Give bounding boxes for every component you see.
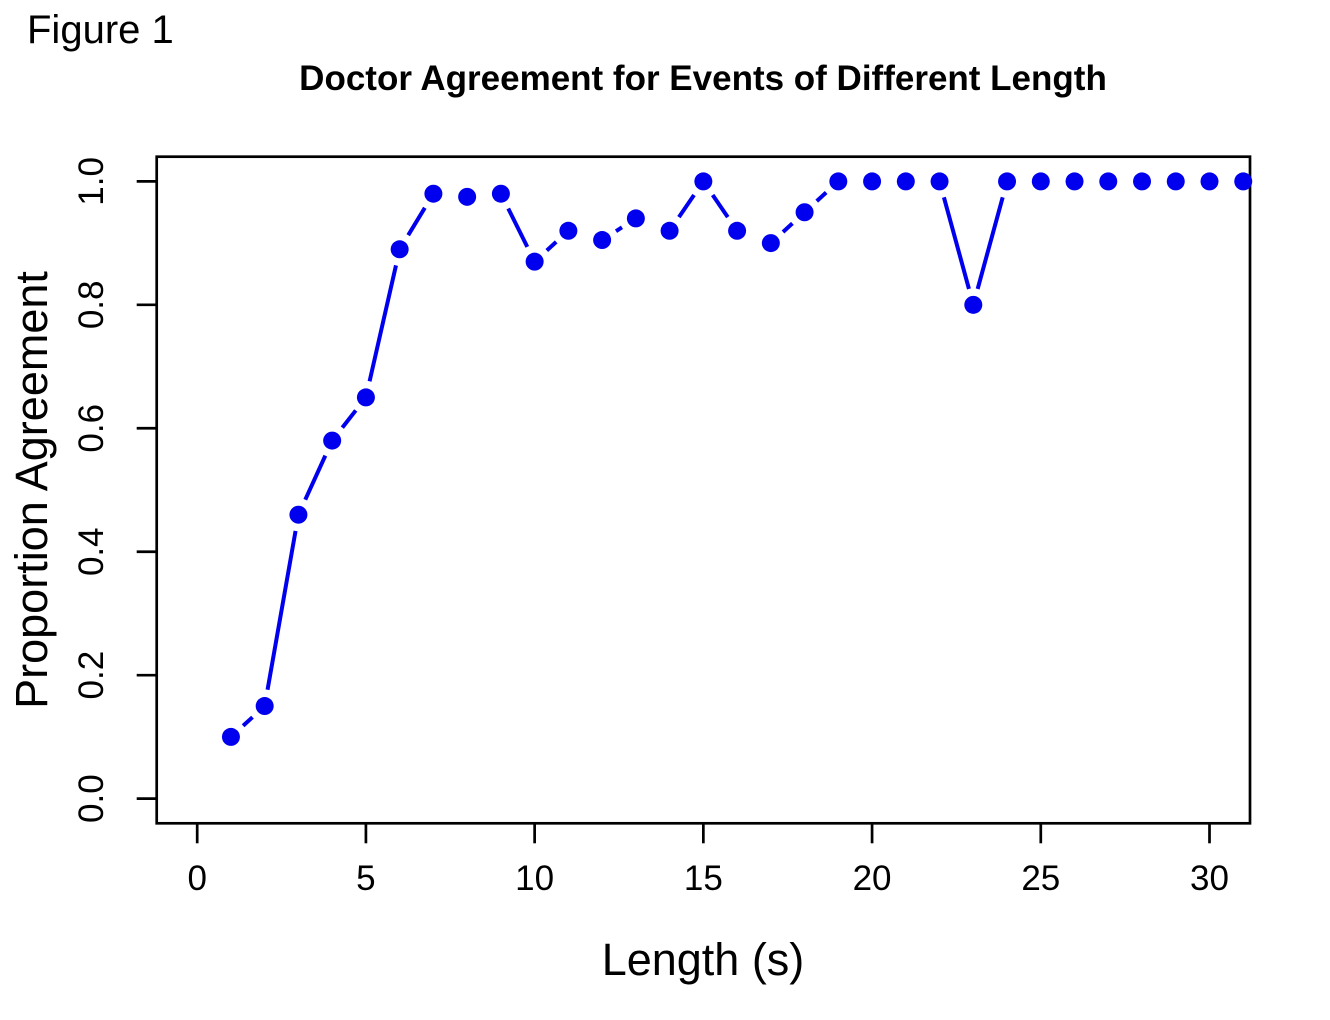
line-segment [975,196,1005,290]
data-point [694,172,713,191]
x-tick-label: 15 [684,859,723,898]
data-point [1099,172,1118,191]
plot-area: 0 5 10 15 20 25 30 0.0 0.2 0.4 0.6 0.8 1.0 [72,155,1253,898]
line-segment [677,193,696,219]
data-point [829,172,848,191]
line-segment [340,409,358,429]
y-tick-label: 0.2 [72,651,111,700]
line-segment [506,207,530,248]
figure-label: Figure 1 [27,8,174,52]
data-point [660,221,679,240]
data-point [255,697,274,716]
data-point [356,388,375,407]
data-point [525,252,544,271]
x-axis-label: Length (s) [602,934,805,985]
data-point [998,172,1017,191]
y-tick-label: 1.0 [72,157,111,206]
y-tick-label: 0.0 [72,774,111,823]
data-point [1234,172,1253,191]
data-point [559,221,578,240]
data-point [1065,172,1084,191]
data-point [964,295,983,314]
data-point [1133,172,1152,191]
data-point [896,172,915,191]
line-segment [941,196,971,290]
x-tick-label: 25 [1021,859,1060,898]
x-tick-label: 0 [187,859,206,898]
y-axis-label: Proportion Agreement [6,271,57,709]
line-segment [303,454,328,501]
x-tick-label: 20 [853,859,892,898]
data-point [1166,172,1185,191]
x-tick-label: 10 [515,859,554,898]
plot-border [155,155,1252,825]
line-segment [241,715,254,728]
line-segment [614,225,624,233]
x-tick-label: 5 [356,859,375,898]
line-segment [781,221,794,234]
data-point [863,172,882,191]
data-point [728,221,747,240]
line-segment [265,530,298,691]
data-point [491,184,510,203]
y-tick-label: 0.8 [72,281,111,330]
data-point [1031,172,1050,191]
data-point [930,172,949,191]
y-tick-label: 0.4 [72,527,111,576]
data-point [458,187,477,206]
line-segment [815,191,828,203]
x-tick-label: 30 [1190,859,1229,898]
data-point [424,184,443,203]
data-point [221,727,240,746]
data-point [390,240,409,259]
line-segment [711,193,730,219]
data-point [593,231,612,250]
data-point [323,431,342,450]
chart-title: Doctor Agreement for Events of Different… [299,59,1107,98]
data-point [1200,172,1219,191]
line-segment [406,206,427,237]
y-tick-label: 0.6 [72,404,111,453]
line-segment [545,240,558,252]
line-segment [367,264,398,382]
data-point [626,209,645,228]
data-point [289,505,308,524]
data-point [795,203,814,222]
data-point [761,234,780,253]
